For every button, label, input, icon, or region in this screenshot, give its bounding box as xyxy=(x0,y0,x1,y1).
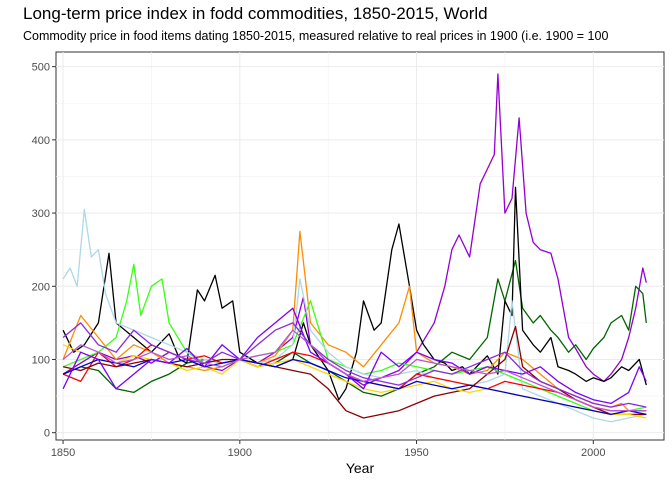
series-line-6 xyxy=(62,208,647,423)
x-tick-label: 1900 xyxy=(228,447,252,459)
series-line-3 xyxy=(62,186,647,401)
series-layer xyxy=(62,73,647,423)
series-line-2 xyxy=(62,259,647,397)
x-axis-title: Year xyxy=(346,460,375,476)
series-line-13 xyxy=(62,329,647,412)
y-tick-label: 400 xyxy=(32,135,50,147)
y-tick-label: 200 xyxy=(32,281,50,293)
axes: 0 100 200 300 400 500 1850 1900 1950 2000 xyxy=(32,62,606,459)
series-line-11 xyxy=(62,307,647,405)
plot-panel xyxy=(55,51,665,441)
x-tick-label: 1850 xyxy=(51,447,75,459)
y-tick-label: 500 xyxy=(32,62,50,74)
x-tick-label: 1950 xyxy=(404,447,428,459)
chart-subtitle: Commodity price in food items dating 185… xyxy=(23,29,609,43)
series-line-12 xyxy=(62,322,647,408)
x-tick-label: 2000 xyxy=(581,447,605,459)
y-tick-label: 0 xyxy=(44,428,50,440)
y-tick-label: 100 xyxy=(32,354,50,366)
y-tick-label: 300 xyxy=(32,208,50,220)
chart-title: Long-term price index in fodd commoditie… xyxy=(23,4,488,23)
